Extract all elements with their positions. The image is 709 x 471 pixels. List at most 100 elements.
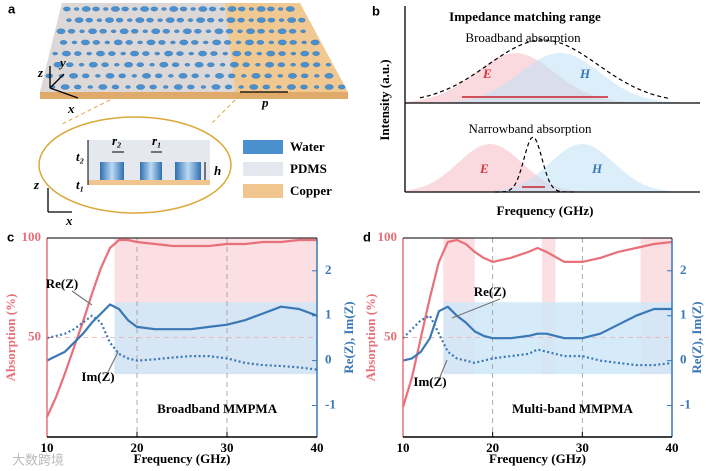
water-dot — [103, 7, 109, 11]
water-dot — [196, 17, 205, 23]
water-dot — [74, 84, 82, 90]
water-dot — [210, 51, 218, 56]
water-dot — [312, 62, 321, 68]
water-dot — [215, 73, 224, 79]
water-dot — [206, 17, 215, 23]
water-dot — [232, 50, 242, 57]
water-dot — [88, 28, 97, 35]
water-dot — [256, 6, 266, 12]
water-dot — [67, 28, 76, 34]
zoom-line — [59, 99, 111, 126]
label: z — [37, 65, 44, 80]
water-dot — [95, 74, 101, 78]
water-dot — [142, 29, 148, 33]
water-dot — [98, 84, 108, 90]
water-dot — [214, 28, 224, 35]
water-dot — [298, 17, 306, 23]
water-dot — [182, 28, 192, 35]
water-dot — [179, 39, 189, 46]
water-dot — [174, 29, 180, 33]
water-dot — [88, 61, 98, 68]
panel-letter: b — [372, 3, 380, 18]
water-dot — [212, 39, 222, 46]
water-dot — [188, 51, 194, 56]
water-dot — [255, 63, 261, 67]
water-dot — [277, 62, 286, 68]
label: r₂ — [112, 133, 122, 148]
pointer — [107, 351, 119, 373]
water-dot — [154, 73, 163, 79]
water-dot — [267, 6, 275, 12]
water-dot — [157, 18, 163, 22]
water-dot — [146, 17, 154, 23]
schematic-area — [405, 53, 700, 103]
annotation: Re(Z) — [46, 276, 79, 291]
legend-swatch — [243, 140, 283, 154]
water-dot — [312, 51, 320, 56]
water-dot — [310, 39, 320, 46]
water-dot — [137, 40, 143, 45]
water-dot — [170, 40, 176, 45]
series-line — [46, 303, 318, 362]
water-dot — [151, 28, 161, 35]
water-dot — [194, 61, 204, 68]
water-dot — [105, 73, 115, 79]
water-dot — [265, 61, 275, 68]
water-cylinder — [100, 162, 124, 180]
water-dot — [324, 73, 334, 79]
water-dot — [120, 51, 126, 56]
water-dot — [238, 85, 244, 89]
legend-swatch — [243, 184, 283, 198]
water-dot — [159, 61, 169, 68]
axis-label: Intensity (a.u.) — [377, 59, 392, 140]
water-dot — [325, 63, 332, 67]
annotation: Re(Z) — [474, 284, 507, 299]
matching-band — [114, 302, 317, 375]
water-dot — [262, 84, 270, 90]
label: h — [214, 163, 221, 178]
y2-tick-label: -1 — [325, 397, 336, 412]
x-tick-label: 40 — [666, 440, 679, 455]
y2-axis-label: Re(Z), Im(Z) — [689, 301, 704, 373]
label: H — [579, 66, 591, 81]
water-dot — [52, 51, 58, 56]
water-dots — [45, 6, 346, 90]
x-tick-label: 10 — [41, 440, 54, 455]
legend-label: Water — [290, 139, 325, 154]
water-dot — [256, 51, 263, 56]
label: Narrowband absorption — [468, 121, 592, 136]
water-dot — [118, 73, 126, 79]
axis-label: Frequency (GHz) — [497, 203, 594, 218]
water-dot — [224, 84, 233, 90]
water-dot — [241, 74, 247, 78]
water-dot — [251, 73, 261, 79]
water-dot — [179, 6, 188, 12]
water-dot — [314, 74, 320, 78]
legend-label: Copper — [290, 183, 332, 198]
water-dot — [268, 40, 275, 45]
legend-label: PDMS — [290, 161, 327, 176]
water-dot — [81, 6, 91, 12]
water-dot — [300, 73, 309, 79]
y-axis-label: Absorption (%) — [363, 294, 378, 382]
water-dot — [226, 17, 236, 23]
water-dot — [204, 74, 211, 78]
water-dot — [169, 6, 179, 12]
water-dot — [338, 84, 346, 90]
water-dot — [73, 7, 80, 11]
water-dot — [111, 6, 120, 12]
label: t₂ — [76, 149, 84, 164]
water-dot — [245, 39, 254, 46]
water-dot — [200, 85, 207, 89]
water-dot — [136, 84, 145, 90]
schematic-area — [405, 144, 700, 192]
water-dot — [176, 51, 184, 56]
water-dot — [60, 84, 70, 90]
label: E — [479, 161, 489, 176]
schematic-area — [405, 144, 700, 192]
water-dot — [300, 61, 310, 68]
water-dot — [178, 73, 188, 79]
water-dot — [168, 74, 174, 78]
label: x — [65, 213, 73, 228]
x-tick-label: 10 — [397, 440, 410, 455]
